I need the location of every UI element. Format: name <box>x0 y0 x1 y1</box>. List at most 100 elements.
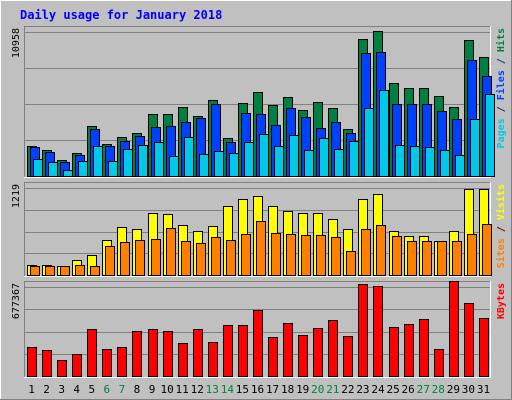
bar-pages-13 <box>214 151 224 177</box>
x-tick-label: 6 <box>104 383 111 396</box>
bar-sites-30 <box>467 234 477 276</box>
bar-pages-27 <box>425 147 435 177</box>
bar-pages-15 <box>244 142 254 177</box>
bar-pages-9 <box>154 142 164 177</box>
x-tick-label: 13 <box>206 383 219 396</box>
series-label-separator: / <box>496 220 507 238</box>
bar-kbytes-3 <box>57 360 67 377</box>
bar-kbytes-30 <box>464 303 474 377</box>
x-tick-label: 21 <box>326 383 339 396</box>
bar-pages-16 <box>259 134 269 177</box>
panel-hits-files-pages: 10958 Pages / Files / Hits <box>11 26 507 178</box>
series-label-pages: Pages <box>496 118 507 148</box>
bar-kbytes-18 <box>283 323 293 377</box>
bar-kbytes-15 <box>238 325 248 377</box>
x-tick-label: 28 <box>432 383 445 396</box>
bar-sites-9 <box>151 239 161 276</box>
x-tick-label: 19 <box>296 383 309 396</box>
bar-sites-1 <box>30 266 40 276</box>
bar-pages-7 <box>123 149 133 177</box>
bar-pages-22 <box>349 141 359 177</box>
bar-sites-5 <box>90 266 100 276</box>
bar-pages-6 <box>108 161 118 177</box>
x-tick-label: 11 <box>176 383 189 396</box>
bar-pages-31 <box>485 94 495 177</box>
bar-kbytes-22 <box>343 336 353 377</box>
bar-sites-26 <box>407 241 417 276</box>
x-tick-label: 9 <box>149 383 156 396</box>
bar-pages-19 <box>304 150 314 177</box>
bar-kbytes-27 <box>419 319 429 377</box>
x-tick-label: 17 <box>266 383 279 396</box>
series-label: KBytes <box>496 283 507 319</box>
series-label-sites: Sites <box>495 238 507 268</box>
bar-sites-13 <box>211 237 221 276</box>
bar-pages-5 <box>93 146 103 177</box>
bar-kbytes-23 <box>358 284 368 377</box>
x-tick-label: 8 <box>134 383 141 396</box>
x-tick-label: 4 <box>73 383 80 396</box>
x-tick-label: 18 <box>281 383 294 396</box>
panels: 10958 Pages / Files / Hits 1219 Sites / Vis… <box>11 26 507 378</box>
bar-pages-21 <box>334 149 344 177</box>
bar-sites-16 <box>256 221 266 276</box>
bar-pages-26 <box>410 146 420 177</box>
x-tick-label: 23 <box>356 383 369 396</box>
bar-sites-27 <box>422 241 432 276</box>
bar-kbytes-29 <box>449 281 459 377</box>
bar-kbytes-4 <box>72 354 82 377</box>
bar-kbytes-7 <box>117 347 127 377</box>
bar-sites-22 <box>346 251 356 276</box>
bar-pages-12 <box>199 154 209 177</box>
series-label-separator: / <box>496 52 507 70</box>
x-tick-label: 29 <box>447 383 460 396</box>
bar-pages-30 <box>470 119 480 177</box>
x-tick-label: 15 <box>236 383 249 396</box>
bar-kbytes-13 <box>208 342 218 377</box>
x-tick-label: 14 <box>221 383 235 396</box>
bar-kbytes-11 <box>178 343 188 377</box>
bar-pages-29 <box>455 155 465 177</box>
bar-kbytes-8 <box>132 331 142 377</box>
y-max-label: 1219 <box>11 184 22 208</box>
x-tick-label: 5 <box>88 383 95 396</box>
series-label-kbytes: KBytes <box>496 283 507 319</box>
bar-sites-10 <box>166 228 176 276</box>
x-tick-label: 12 <box>191 383 204 396</box>
bar-pages-11 <box>184 137 194 177</box>
bar-kbytes-16 <box>253 310 263 377</box>
x-tick-label: 7 <box>119 383 126 396</box>
bar-sites-4 <box>75 265 85 276</box>
series-sites <box>30 221 492 276</box>
y-max-label: 10958 <box>11 28 22 58</box>
series-label-files: Files <box>495 70 507 100</box>
bar-sites-28 <box>437 241 447 276</box>
bar-kbytes-12 <box>193 329 203 377</box>
bar-pages-25 <box>395 145 405 177</box>
bar-sites-6 <box>105 246 115 276</box>
bar-sites-15 <box>241 234 251 276</box>
x-tick-label: 10 <box>160 383 173 396</box>
bar-kbytes-1 <box>27 347 37 377</box>
bar-kbytes-10 <box>163 331 173 377</box>
series-label: Pages / Files / Hits <box>495 28 507 148</box>
bar-pages-3 <box>63 170 73 177</box>
series-kbytes <box>27 281 489 377</box>
bar-pages-18 <box>289 135 299 177</box>
bar-pages-8 <box>138 145 148 177</box>
bar-kbytes-25 <box>389 327 399 377</box>
bar-sites-3 <box>60 266 70 276</box>
bar-kbytes-20 <box>313 328 323 377</box>
bar-pages-1 <box>33 159 43 177</box>
bar-sites-11 <box>181 241 191 276</box>
bar-sites-20 <box>316 235 326 276</box>
x-tick-labels: 1 2 3 4 5 6 7 8 9 10 11 12 13 14 15 16 17 18 19 20 21 22 23 24 2… <box>28 383 490 396</box>
x-tick-label: 26 <box>402 383 415 396</box>
x-tick-label: 30 <box>462 383 475 396</box>
x-tick-label: 24 <box>371 383 385 396</box>
bar-kbytes-2 <box>42 350 52 377</box>
bar-kbytes-31 <box>479 318 489 377</box>
x-tick-label: 2 <box>43 383 50 396</box>
x-tick-label: 1 <box>28 383 35 396</box>
